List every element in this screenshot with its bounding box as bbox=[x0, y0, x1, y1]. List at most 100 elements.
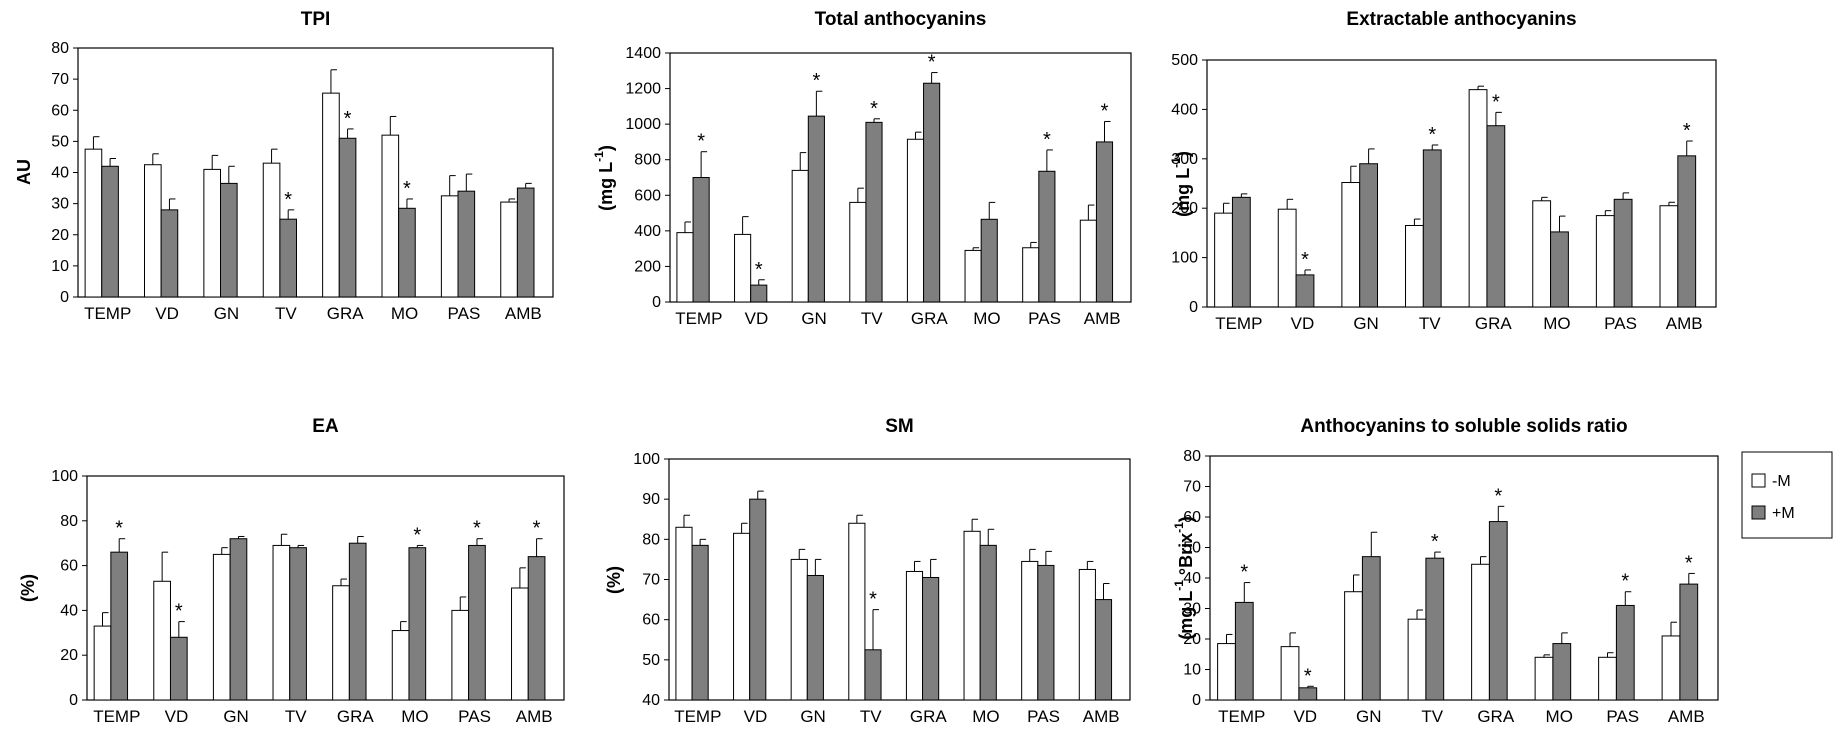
chart-panel: SM (%) 40 50 60 70 80 90 100 TEMP VD GN * TV GRA MO PAS A… bbox=[604, 416, 1131, 726]
bar-minus-m bbox=[734, 233, 752, 303]
y-axis-label: AU bbox=[14, 159, 34, 185]
bar-plus-m bbox=[160, 209, 179, 298]
y-axis-label: (mg L-1 °Brix-1) bbox=[1172, 516, 1196, 640]
x-category-label: PAS bbox=[448, 304, 481, 323]
x-category-label: TV bbox=[860, 707, 882, 726]
y-axis-label: (mg L-1) bbox=[592, 145, 616, 211]
bar-plus-m bbox=[468, 544, 486, 701]
legend-label: -M bbox=[1772, 473, 1791, 490]
y-tick-label: 50 bbox=[642, 652, 660, 669]
bar-minus-m bbox=[1598, 656, 1617, 701]
x-category-label: TEMP bbox=[1218, 707, 1265, 726]
y-tick-label: 0 bbox=[652, 294, 661, 311]
bar-plus-m bbox=[865, 121, 883, 303]
y-tick-label: 20 bbox=[1183, 631, 1201, 648]
bar-minus-m bbox=[1277, 208, 1297, 308]
plot-frame bbox=[86, 475, 565, 701]
bar-minus-m bbox=[791, 169, 809, 303]
x-category-label: GN bbox=[1353, 314, 1379, 333]
chart-panel: EA (%) 0 20 40 60 80 100 * TEMP * VD GN TV GRA * MO * PAS *… bbox=[18, 416, 565, 726]
bar-plus-m bbox=[1231, 196, 1251, 308]
bar-minus-m bbox=[733, 532, 751, 701]
y-tick-label: 60 bbox=[1183, 509, 1201, 526]
bar-minus-m bbox=[451, 609, 470, 701]
y-axis-label: (%) bbox=[604, 566, 624, 594]
bar-minus-m bbox=[272, 544, 291, 701]
y-tick-label: 0 bbox=[1189, 299, 1198, 316]
bar-minus-m bbox=[1468, 89, 1488, 308]
bar-minus-m bbox=[1078, 568, 1096, 701]
y-tick-label: 80 bbox=[642, 531, 660, 548]
significance-marker: * bbox=[697, 131, 705, 153]
y-tick-label: 400 bbox=[634, 223, 661, 240]
bar-plus-m bbox=[1361, 556, 1381, 701]
bar-plus-m bbox=[749, 498, 767, 701]
bar-minus-m bbox=[1217, 643, 1236, 701]
x-category-label: MO bbox=[1546, 707, 1573, 726]
x-category-label: TEMP bbox=[93, 707, 140, 726]
chart-title: Anthocyanins to soluble solids ratio bbox=[1300, 416, 1627, 437]
y-tick-label: 40 bbox=[1183, 570, 1201, 587]
x-category-label: TEMP bbox=[84, 304, 131, 323]
x-category-label: VD bbox=[1293, 707, 1317, 726]
x-category-label: VD bbox=[745, 309, 769, 328]
y-tick-label: 800 bbox=[634, 152, 661, 169]
bar-plus-m bbox=[1679, 583, 1699, 701]
bar-plus-m bbox=[101, 165, 119, 298]
x-category-label: PAS bbox=[1028, 309, 1061, 328]
bar-plus-m bbox=[1037, 564, 1055, 701]
x-category-label: AMB bbox=[1083, 707, 1120, 726]
y-tick-label: 30 bbox=[1183, 601, 1201, 618]
significance-marker: * bbox=[1492, 91, 1500, 113]
bar-plus-m bbox=[1613, 198, 1633, 308]
plot-frame bbox=[669, 52, 1132, 303]
bar-minus-m bbox=[790, 558, 808, 701]
x-category-label: AMB bbox=[1666, 314, 1703, 333]
x-category-label: GN bbox=[1356, 707, 1382, 726]
bar-minus-m bbox=[1021, 560, 1039, 701]
bar-minus-m bbox=[1471, 563, 1490, 701]
chart-title: EA bbox=[312, 416, 339, 437]
bar-plus-m bbox=[527, 556, 546, 701]
bar-plus-m bbox=[338, 137, 357, 298]
x-category-label: MO bbox=[401, 707, 428, 726]
bar-plus-m bbox=[220, 182, 238, 298]
plot-frame bbox=[1206, 59, 1717, 308]
x-category-label: GN bbox=[214, 304, 240, 323]
y-tick-label: 0 bbox=[1192, 692, 1201, 709]
bar-minus-m bbox=[848, 522, 866, 701]
bar-plus-m bbox=[807, 115, 825, 303]
significance-marker: * bbox=[344, 108, 352, 130]
bar-plus-m bbox=[691, 544, 709, 701]
bar-minus-m bbox=[1595, 215, 1615, 308]
bar-minus-m bbox=[93, 625, 112, 701]
bar-minus-m bbox=[964, 249, 982, 303]
x-category-label: GRA bbox=[1477, 707, 1515, 726]
significance-marker: * bbox=[869, 589, 877, 611]
y-tick-label: 100 bbox=[51, 468, 78, 485]
y-tick-label: 0 bbox=[69, 692, 78, 709]
significance-marker: * bbox=[1428, 124, 1436, 146]
bar-plus-m bbox=[1425, 557, 1445, 701]
x-category-label: GRA bbox=[337, 707, 375, 726]
bar-plus-m bbox=[750, 284, 768, 303]
significance-marker: * bbox=[1240, 562, 1248, 584]
x-category-label: AMB bbox=[505, 304, 542, 323]
y-tick-label: 60 bbox=[51, 102, 69, 119]
bar-minus-m bbox=[511, 587, 529, 701]
x-category-label: TV bbox=[1419, 314, 1441, 333]
y-axis-label: (%) bbox=[18, 574, 38, 602]
chart-title: Extractable anthocyanins bbox=[1346, 9, 1576, 30]
y-axis-label: (mg L-1) bbox=[1169, 151, 1193, 217]
bar-plus-m bbox=[169, 636, 188, 701]
significance-marker: * bbox=[473, 518, 481, 540]
bar-minus-m bbox=[963, 530, 981, 701]
bar-plus-m bbox=[979, 544, 997, 701]
bar-plus-m bbox=[1552, 643, 1572, 701]
y-tick-label: 40 bbox=[51, 165, 69, 182]
bar-plus-m bbox=[408, 547, 427, 701]
x-category-label: AMB bbox=[1668, 707, 1705, 726]
y-tick-label: 0 bbox=[60, 289, 69, 306]
bar-minus-m bbox=[1341, 182, 1361, 308]
